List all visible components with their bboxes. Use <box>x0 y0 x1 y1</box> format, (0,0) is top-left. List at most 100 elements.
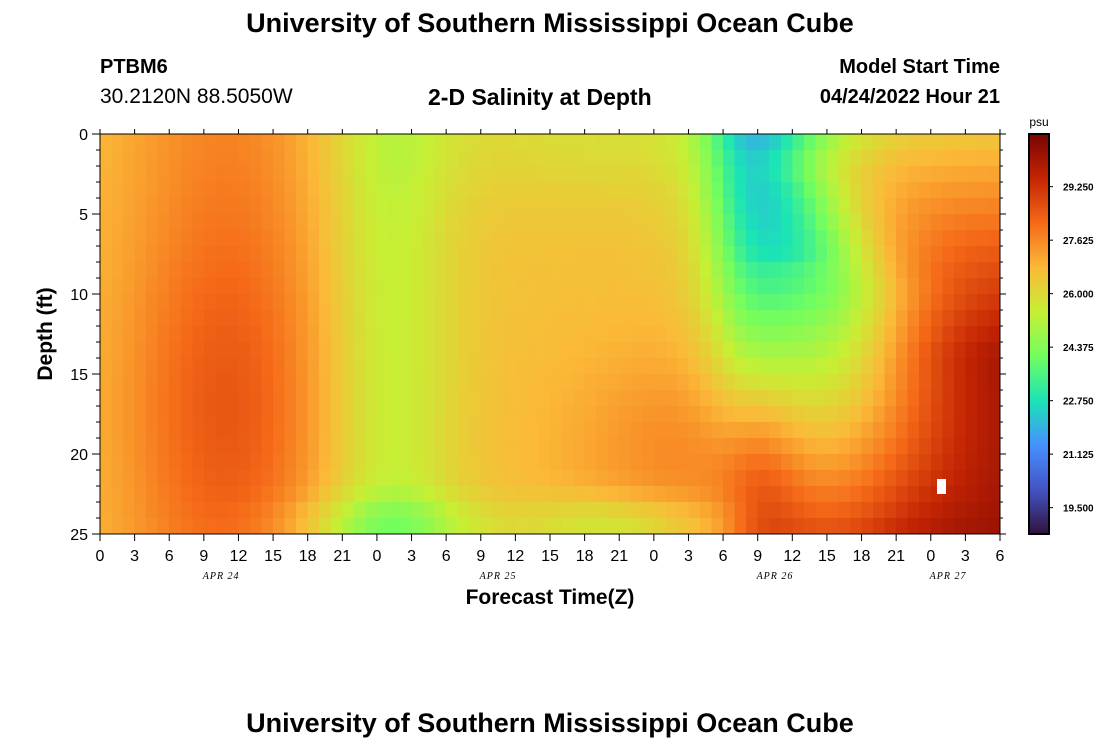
heatmap-cell <box>215 518 228 535</box>
date-label: APR 24 <box>202 571 240 582</box>
x-tick-label: 15 <box>541 548 559 565</box>
heatmap-cell <box>700 262 713 279</box>
heatmap-cell <box>642 454 655 471</box>
heatmap-cell <box>665 326 678 343</box>
heatmap-cell <box>561 342 574 359</box>
heatmap-cell <box>365 182 378 199</box>
heatmap-cell <box>896 518 909 535</box>
heatmap-cell <box>919 518 932 535</box>
heatmap-cell <box>942 278 955 295</box>
heatmap-cell <box>965 150 978 167</box>
heatmap-cell <box>180 454 193 471</box>
heatmap-cell <box>723 198 736 215</box>
heatmap-cell <box>434 406 447 423</box>
heatmap-cell <box>850 278 863 295</box>
heatmap-cell <box>319 422 332 439</box>
heatmap-cell <box>180 470 193 487</box>
heatmap-cell <box>215 486 228 503</box>
heatmap-cell <box>434 326 447 343</box>
heatmap-cell <box>573 150 586 167</box>
heatmap-cell <box>411 358 424 375</box>
heatmap-cell <box>850 470 863 487</box>
heatmap-cell <box>596 502 609 519</box>
heatmap-cell <box>319 358 332 375</box>
heatmap-cell <box>757 262 770 279</box>
heatmap-cell <box>492 198 505 215</box>
heatmap-cell <box>446 230 459 247</box>
heatmap-cell <box>988 518 1001 535</box>
heatmap-cell <box>111 470 124 487</box>
heatmap-cell <box>503 454 516 471</box>
heatmap-cell <box>353 326 366 343</box>
heatmap-cell <box>100 262 113 279</box>
heatmap-cell <box>803 230 816 247</box>
heatmap-cell <box>607 454 620 471</box>
heatmap-cell <box>584 182 597 199</box>
heatmap-cell <box>676 422 690 439</box>
heatmap-cell <box>526 214 540 231</box>
heatmap-cell <box>226 230 240 247</box>
heatmap-cell <box>400 470 413 487</box>
heatmap-cell <box>400 230 413 247</box>
heatmap-cell <box>769 342 782 359</box>
heatmap-cell <box>273 422 286 439</box>
heatmap-cell <box>711 198 724 215</box>
heatmap-cell <box>376 166 390 183</box>
heatmap-cell <box>861 214 874 231</box>
heatmap-cell <box>446 182 459 199</box>
heatmap-cell <box>711 262 724 279</box>
heatmap-cell <box>480 294 493 311</box>
heatmap-cell <box>780 230 793 247</box>
heatmap-cell <box>238 230 251 247</box>
heatmap-cell <box>123 166 136 183</box>
heatmap-cell <box>642 422 655 439</box>
heatmap-cell <box>123 358 136 375</box>
heatmap-cell <box>123 310 136 327</box>
heatmap-cell <box>157 454 170 471</box>
heatmap-cell <box>838 454 851 471</box>
heatmap-cell <box>215 294 228 311</box>
heatmap-cell <box>215 358 228 375</box>
heatmap-cell <box>942 406 955 423</box>
heatmap-cell <box>619 470 632 487</box>
heatmap-cell <box>376 150 390 167</box>
heatmap-cell <box>769 438 782 455</box>
heatmap-cell <box>284 182 297 199</box>
heatmap-cell <box>723 182 736 199</box>
heatmap-cell <box>203 230 216 247</box>
heatmap-cell <box>423 294 436 311</box>
heatmap-cell <box>134 358 147 375</box>
heatmap-cell <box>780 310 793 327</box>
heatmap-cell <box>688 230 701 247</box>
heatmap-cell <box>469 326 482 343</box>
heatmap-cell <box>111 374 124 391</box>
heatmap-cell <box>619 486 632 503</box>
heatmap-cell <box>469 454 482 471</box>
heatmap-cell <box>503 422 516 439</box>
heatmap-cell <box>100 406 113 423</box>
heatmap-cell <box>988 486 1001 503</box>
heatmap-cell <box>423 502 436 519</box>
heatmap-cell <box>342 310 355 327</box>
heatmap-cell <box>873 150 886 167</box>
heatmap-cell <box>746 262 759 279</box>
heatmap-cell <box>238 310 251 327</box>
heatmap-cell <box>757 214 770 231</box>
heatmap-cell <box>676 358 690 375</box>
heatmap-cell <box>423 230 436 247</box>
heatmap-cell <box>861 182 874 199</box>
heatmap-cell <box>192 470 205 487</box>
heatmap-cell <box>400 358 413 375</box>
heatmap-cell <box>630 486 643 503</box>
heatmap-cell <box>446 406 459 423</box>
heatmap-cell <box>803 470 816 487</box>
heatmap-cell <box>873 326 886 343</box>
heatmap-cell <box>723 502 736 519</box>
heatmap-cell <box>896 406 909 423</box>
heatmap-cell <box>596 246 609 263</box>
heatmap-cell <box>965 438 978 455</box>
heatmap-cell <box>619 326 632 343</box>
heatmap-cell <box>411 342 424 359</box>
heatmap-cell <box>584 326 597 343</box>
heatmap-cell <box>146 502 159 519</box>
